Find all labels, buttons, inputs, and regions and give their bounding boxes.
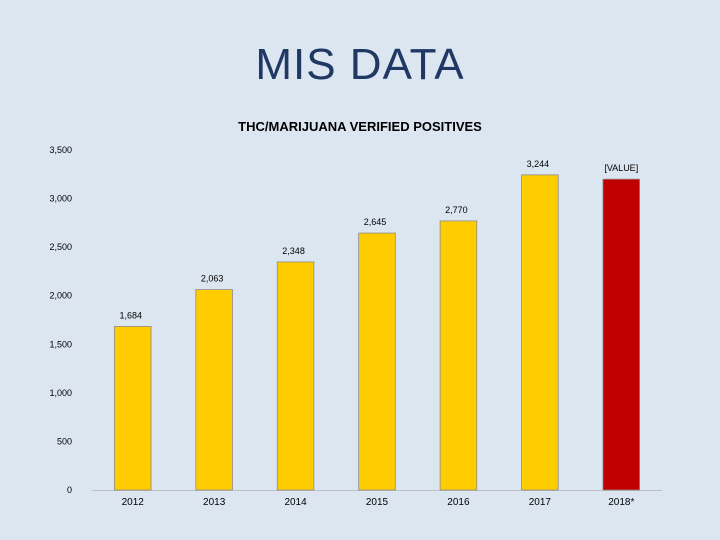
data-label: 2,348 bbox=[282, 246, 305, 256]
y-tick-label: 500 bbox=[57, 436, 72, 446]
data-label: [VALUE] bbox=[604, 163, 638, 173]
data-label: 3,244 bbox=[527, 159, 550, 169]
x-tick-label: 2016 bbox=[447, 497, 470, 508]
x-tick-label: 2017 bbox=[529, 497, 552, 508]
slide-title: MIS DATA bbox=[255, 40, 465, 89]
x-tick-label: 2014 bbox=[284, 497, 307, 508]
data-label: 1,684 bbox=[119, 310, 142, 320]
x-tick-label: 2015 bbox=[366, 497, 389, 508]
chart-title: THC/MARIJUANA VERIFIED POSITIVES bbox=[238, 119, 482, 134]
annotation-label: 92% bbox=[609, 280, 633, 295]
bar-2017 bbox=[521, 174, 559, 491]
y-tick-label: 3,000 bbox=[49, 194, 72, 204]
y-tick-label: 2,500 bbox=[49, 242, 72, 252]
y-tick-label: 1,500 bbox=[49, 339, 72, 349]
y-tick-label: 1,000 bbox=[49, 388, 72, 398]
data-label: 2,063 bbox=[201, 274, 224, 284]
bar-2018* bbox=[602, 178, 641, 491]
data-label: 2,645 bbox=[364, 217, 387, 227]
bar-2012 bbox=[113, 326, 152, 491]
x-tick-label: 2013 bbox=[203, 497, 226, 508]
x-tick-label: 2012 bbox=[122, 497, 145, 508]
bar-2016 bbox=[439, 220, 478, 491]
data-label: 2,770 bbox=[445, 205, 468, 215]
bar-2015 bbox=[358, 232, 396, 491]
x-tick-label: 2018* bbox=[608, 497, 634, 508]
y-tick-label: 2,000 bbox=[49, 291, 72, 301]
y-tick-label: 3,500 bbox=[49, 145, 72, 155]
y-tick-label: 0 bbox=[67, 485, 72, 495]
bar-2014 bbox=[276, 261, 315, 491]
bar-2013 bbox=[195, 289, 233, 491]
